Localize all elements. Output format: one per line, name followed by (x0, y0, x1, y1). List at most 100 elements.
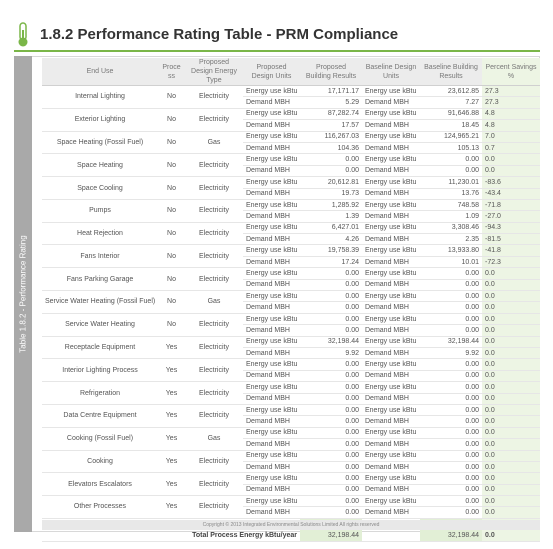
baseline-units: Demand MBH (362, 415, 420, 428)
proposed-units: Demand MBH (243, 415, 300, 428)
baseline-result: 124,965.21 (420, 131, 482, 143)
baseline-result: 13,933.80 (420, 244, 482, 257)
proposed-result: 0.00 (300, 165, 362, 178)
percent-savings: 0.0 (482, 290, 540, 303)
proposed-units: Energy use kBtu (243, 495, 300, 508)
baseline-units: Demand MBH (362, 461, 420, 474)
baseline-units: Demand MBH (362, 347, 420, 360)
end-use: Pumps (42, 199, 158, 223)
proposed-result: 0.00 (300, 415, 362, 428)
energy-type: Electricity (185, 153, 243, 178)
baseline-units: Energy use kBtu (362, 450, 420, 462)
proposed-result: 0.00 (300, 370, 362, 383)
energy-type: Electricity (185, 336, 243, 360)
baseline-units: Energy use kBtu (362, 176, 420, 189)
end-use: Refrigeration (42, 381, 158, 405)
percent-savings: 0.0 (482, 347, 540, 360)
proposed-units: Demand MBH (243, 484, 300, 497)
baseline-units: Demand MBH (362, 370, 420, 383)
baseline-result: 13.76 (420, 188, 482, 200)
percent-savings: 0.0 (482, 495, 540, 508)
baseline-result: 0.00 (420, 427, 482, 440)
process: No (158, 199, 185, 223)
end-use: Space Heating (Fossil Fuel) (42, 131, 158, 155)
baseline-units: Demand MBH (362, 188, 420, 200)
table-row: Demand MBH 1.39 Demand MBH 1.09 -27.0 (42, 210, 540, 223)
proposed-result: 87,282.74 (300, 108, 362, 121)
proposed-result: 0.00 (300, 427, 362, 440)
proposed-result: 0.00 (300, 438, 362, 451)
proposed-result: 104.36 (300, 142, 362, 155)
table-row: Fans Interior No Electricity Energy use kBt… (42, 244, 540, 269)
end-use: Cooking (42, 450, 158, 474)
table-row: Cooking Yes Electricity Energy use kBtu 0.00… (42, 450, 540, 474)
baseline-result: 18.45 (420, 119, 482, 132)
energy-type: Gas (185, 131, 243, 155)
proposed-units: Energy use kBtu (243, 472, 300, 485)
baseline-units: Demand MBH (362, 165, 420, 178)
baseline-result: 0.00 (420, 506, 482, 519)
baseline-units: Energy use kBtu (362, 404, 420, 417)
baseline-result: 0.00 (420, 484, 482, 497)
proposed-result: 0.00 (300, 450, 362, 462)
proposed-units: Demand MBH (243, 210, 300, 223)
proposed-result: 116,267.03 (300, 131, 362, 143)
process: Yes (158, 336, 185, 360)
table-row: Demand MBH 9.92 Demand MBH 9.92 0.0 (42, 347, 540, 360)
baseline-units: Demand MBH (362, 506, 420, 519)
footer: Copyright © 2013 Integrated Environmenta… (42, 520, 540, 530)
proposed-result: 0.00 (300, 153, 362, 166)
baseline-units: Energy use kBtu (362, 131, 420, 143)
baseline-units: Energy use kBtu (362, 495, 420, 508)
column-header: Proposed Design Units (243, 58, 300, 86)
total-proposed: 32,198.44 (300, 529, 362, 542)
baseline-result: 0.00 (420, 313, 482, 326)
proposed-result: 0.00 (300, 301, 362, 314)
total-gap (362, 529, 420, 542)
baseline-units: Demand MBH (362, 96, 420, 109)
proposed-units: Demand MBH (243, 347, 300, 360)
process: Yes (158, 404, 185, 428)
side-label: Table 1.8.2 - Performance Rating (18, 235, 28, 353)
baseline-units: Demand MBH (362, 142, 420, 155)
table-row: Demand MBH 0.00 Demand MBH 0.00 0.0 (42, 301, 540, 314)
baseline-units: Energy use kBtu (362, 267, 420, 280)
proposed-units: Demand MBH (243, 165, 300, 178)
baseline-result: 9.92 (420, 347, 482, 360)
proposed-result: 0.00 (300, 279, 362, 292)
total-baseline: 32,198.44 (420, 529, 482, 542)
proposed-result: 1.39 (300, 210, 362, 223)
percent-savings: 0.0 (482, 313, 540, 326)
table-row: Demand MBH 5.29 Demand MBH 7.27 27.3 (42, 96, 540, 109)
process: Yes (158, 450, 185, 474)
energy-type: Electricity (185, 381, 243, 405)
baseline-result: 3,308.46 (420, 222, 482, 235)
baseline-result: 0.00 (420, 301, 482, 314)
baseline-result: 0.00 (420, 290, 482, 303)
baseline-units: Energy use kBtu (362, 381, 420, 394)
table-row: Demand MBH 0.00 Demand MBH 0.00 0.0 (42, 415, 540, 428)
baseline-units: Demand MBH (362, 484, 420, 497)
proposed-result: 32,198.44 (300, 336, 362, 349)
end-use: Space Cooling (42, 176, 158, 200)
percent-savings: 4.8 (482, 108, 540, 121)
baseline-result: 2.35 (420, 233, 482, 246)
proposed-result: 17.57 (300, 119, 362, 132)
proposed-result: 0.00 (300, 506, 362, 519)
percent-savings: 4.8 (482, 119, 540, 132)
baseline-result: 0.00 (420, 415, 482, 428)
percent-savings: -41.8 (482, 244, 540, 257)
proposed-units: Demand MBH (243, 324, 300, 337)
process: Yes (158, 495, 185, 519)
table-row: Internal Lighting No Electricity Energy use… (42, 85, 540, 109)
percent-savings: -72.3 (482, 256, 540, 269)
energy-type: Electricity (185, 244, 243, 269)
baseline-units: Demand MBH (362, 438, 420, 451)
proposed-units: Energy use kBtu (243, 108, 300, 121)
percent-savings: 0.0 (482, 472, 540, 485)
percent-savings: 0.0 (482, 358, 540, 371)
proposed-result: 5.29 (300, 96, 362, 109)
percent-savings: 0.0 (482, 324, 540, 337)
baseline-units: Energy use kBtu (362, 108, 420, 121)
